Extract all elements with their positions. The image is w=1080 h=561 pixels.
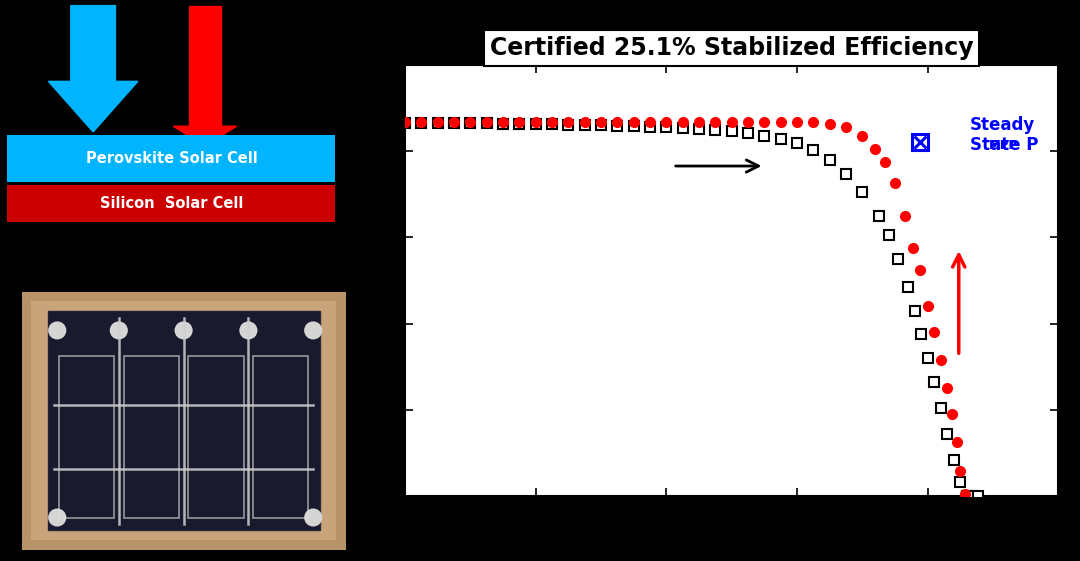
Bar	[58, 356, 114, 517]
Text: Silicon  Solar Cell: Silicon Solar Cell	[99, 196, 243, 211]
Bar	[8, 185, 336, 222]
Title: Certified 25.1% Stabilized Efficiency: Certified 25.1% Stabilized Efficiency	[490, 36, 973, 60]
Circle shape	[49, 508, 66, 527]
Y-axis label: Current Density [mA/cm²]: Current Density [mA/cm²]	[350, 130, 370, 431]
Circle shape	[49, 321, 66, 339]
Bar	[8, 135, 336, 182]
Bar	[253, 356, 309, 517]
FancyArrow shape	[189, 6, 220, 132]
Bar	[189, 356, 244, 517]
Circle shape	[175, 321, 192, 339]
Circle shape	[240, 321, 257, 339]
X-axis label: Voltage [mV]: Voltage [mV]	[654, 526, 809, 546]
Text: State P: State P	[970, 136, 1039, 154]
FancyArrow shape	[49, 6, 138, 132]
Text: MPP: MPP	[988, 139, 1017, 152]
Circle shape	[110, 321, 127, 339]
Circle shape	[305, 321, 322, 339]
FancyArrow shape	[173, 126, 237, 146]
Circle shape	[305, 508, 322, 527]
Bar	[123, 356, 178, 517]
Text: Perovskite Solar Cell: Perovskite Solar Cell	[85, 151, 257, 166]
Text: Steady: Steady	[970, 116, 1036, 134]
Bar	[48, 311, 320, 531]
Bar	[48, 311, 320, 531]
